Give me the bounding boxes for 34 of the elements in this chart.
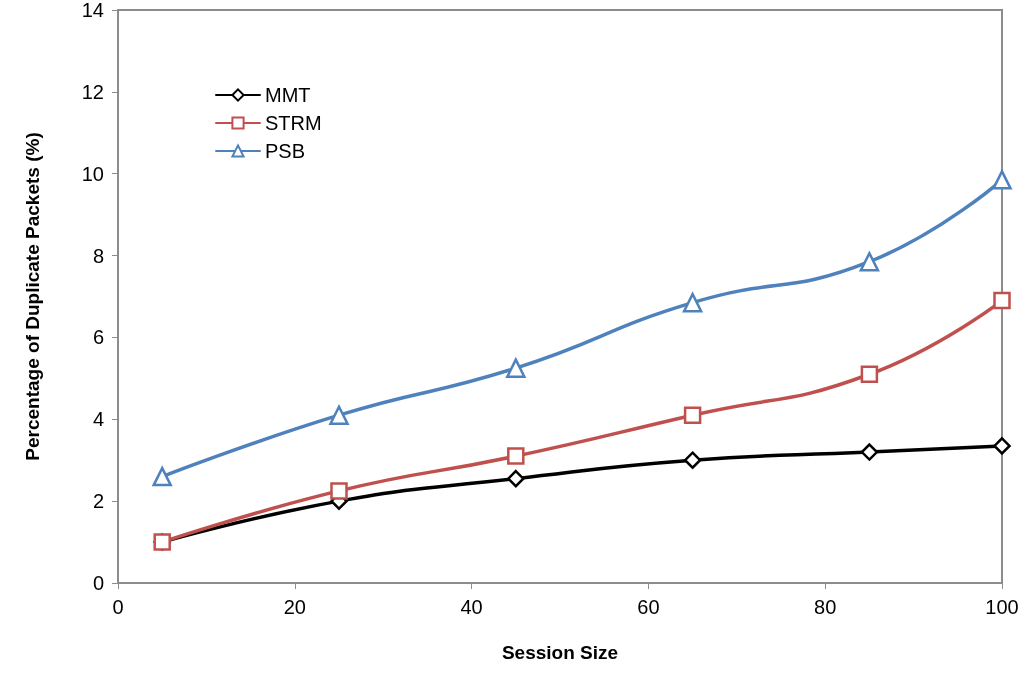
point xyxy=(860,365,879,384)
x-tick-label: 40 xyxy=(460,596,483,618)
point xyxy=(329,405,349,425)
y-tick-label: 2 xyxy=(92,490,104,513)
point xyxy=(993,291,1011,310)
y-tick-label: 0 xyxy=(92,572,104,594)
legend-label: MMT xyxy=(265,84,311,106)
x-tick-label: 80 xyxy=(814,596,837,618)
y-tick-label: 4 xyxy=(92,408,104,431)
y-tick-label: 6 xyxy=(92,326,104,349)
y-tick-label: 10 xyxy=(81,162,104,185)
point xyxy=(330,482,348,500)
point xyxy=(507,447,525,465)
legend-label: PSB xyxy=(265,140,306,162)
point xyxy=(682,292,703,313)
x-tick-label: 100 xyxy=(985,596,1019,618)
x-axis-title: Session Size xyxy=(501,642,619,663)
point xyxy=(860,443,879,461)
point xyxy=(683,451,702,469)
point xyxy=(683,406,702,424)
point xyxy=(859,251,880,272)
x-tick-label: 60 xyxy=(637,596,660,618)
y-tick-label: 8 xyxy=(92,244,104,267)
x-tick-label: 20 xyxy=(283,596,306,618)
point xyxy=(507,469,525,488)
y-tick-label: 12 xyxy=(81,80,104,103)
legend-label: STRM xyxy=(265,112,322,134)
point xyxy=(152,466,172,487)
point xyxy=(992,170,1012,190)
point xyxy=(993,437,1011,455)
y-tick-label: 14 xyxy=(81,0,104,21)
point xyxy=(506,358,526,378)
x-tick-label: 0 xyxy=(112,596,124,618)
y-axis-title: Percentage of Duplicate Packets (%) xyxy=(22,132,43,461)
